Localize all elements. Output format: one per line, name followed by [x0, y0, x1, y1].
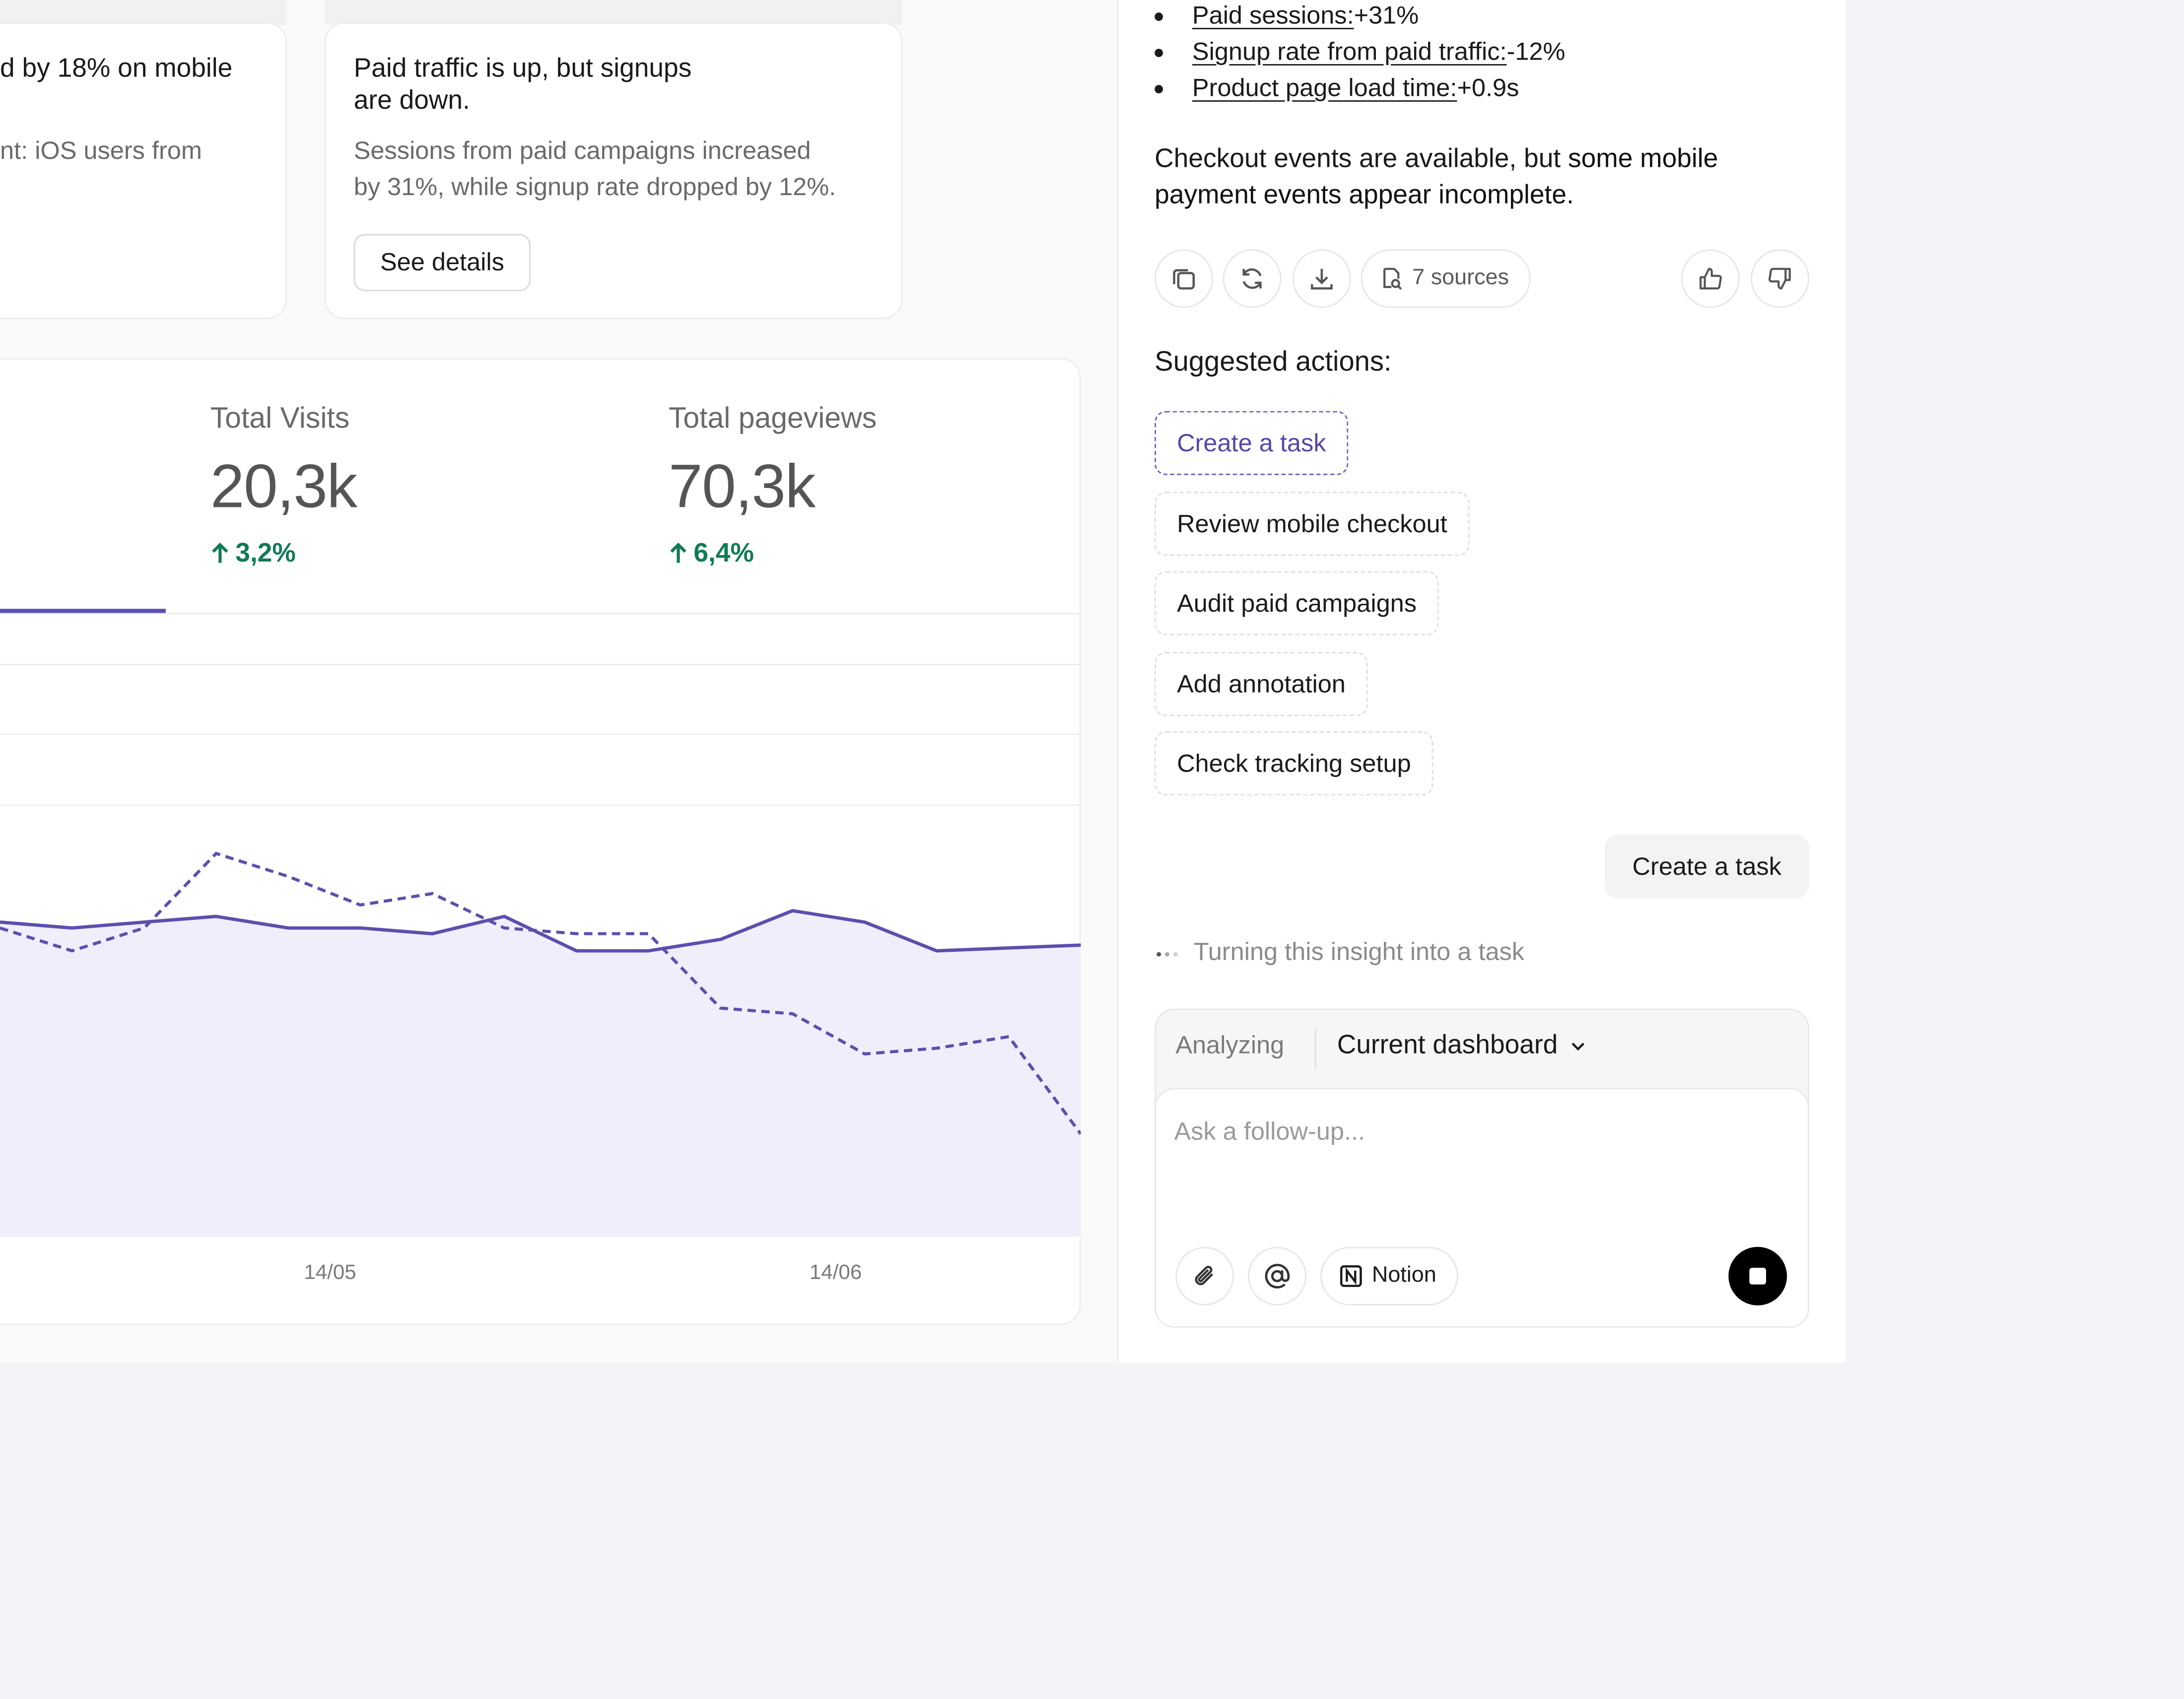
- thumbs-down-icon: [1768, 268, 1791, 289]
- bullet-key-text: Product page load time:: [1192, 73, 1457, 102]
- sources-button[interactable]: 7 sources: [1361, 249, 1531, 308]
- attach-button[interactable]: [1175, 1247, 1234, 1306]
- response-paragraph: Checkout events are available, but some …: [1155, 142, 1809, 214]
- para-emphasis: some mobile payment events appear incomp…: [1155, 144, 1718, 211]
- metric-change-value: 3,2%: [235, 539, 296, 568]
- see-details-button[interactable]: See details: [353, 234, 531, 291]
- suggested-actions-heading: Suggested actions:: [1155, 347, 1392, 378]
- bullet-dot: [1155, 12, 1163, 21]
- insight-title: d by 18% on mobile: [0, 54, 233, 84]
- bullet-key-text: Paid sessions:: [1192, 1, 1354, 29]
- bullet-key[interactable]: Signup rate from paid traffic: -12%: [1192, 36, 1566, 67]
- x-tick-label: 14/06: [809, 1261, 862, 1285]
- metric-label: Total Visits: [210, 402, 350, 435]
- notion-label: Notion: [1371, 1264, 1436, 1287]
- notion-button[interactable]: Notion: [1320, 1247, 1458, 1306]
- metric-value: 20,3k: [210, 452, 357, 521]
- active-tab-indicator: [0, 609, 166, 613]
- insight-text: by 31%, while signup rate dropped by 12%…: [353, 172, 836, 201]
- typing-indicator-icon: [1157, 952, 1178, 957]
- action-chip-check-tracking[interactable]: Check tracking setup: [1155, 731, 1433, 796]
- line-chart: [0, 664, 1081, 1237]
- metric-change-value: 6,4%: [693, 539, 754, 568]
- copy-icon: [1173, 269, 1195, 290]
- bullet-value: +31%: [1354, 1, 1419, 29]
- bullet-key[interactable]: Product page load time: +0.9s: [1192, 72, 1519, 103]
- thumbs-up-icon: [1700, 268, 1722, 289]
- series-line-dashed: [0, 851, 1081, 1135]
- mention-button[interactable]: [1248, 1247, 1307, 1306]
- bullet-key[interactable]: Paid sessions: +31%: [1192, 0, 1419, 31]
- action-chip-add-annotation[interactable]: Add annotation: [1155, 652, 1368, 716]
- stop-icon: [1749, 1268, 1767, 1285]
- status-text: Turning this insight into a task: [1193, 937, 1525, 966]
- follow-up-input[interactable]: [1174, 1110, 1787, 1152]
- bullet-dot: [1155, 85, 1163, 94]
- at-sign-icon: [1265, 1264, 1290, 1289]
- copy-button[interactable]: [1155, 249, 1214, 308]
- metric-change: 6,4%: [669, 539, 754, 570]
- series-line-solid: [0, 909, 1081, 953]
- stop-button[interactable]: [1728, 1247, 1787, 1306]
- metric-label: Total pageviews: [668, 402, 877, 435]
- regenerate-button[interactable]: [1223, 249, 1282, 308]
- bullet-key-text: Signup rate from paid traffic:: [1192, 37, 1507, 66]
- card-header-strip: [0, 0, 287, 25]
- insight-title: are down.: [353, 86, 470, 116]
- thumbs-up-button[interactable]: [1681, 249, 1740, 308]
- thumbs-down-button[interactable]: [1751, 249, 1809, 308]
- tab-divider: [0, 613, 1081, 615]
- insight-text: Sessions from paid campaigns increased: [353, 136, 811, 165]
- notion-icon: [1340, 1265, 1362, 1287]
- area-fill: [0, 911, 1081, 1237]
- action-chip-audit-campaigns[interactable]: Audit paid campaigns: [1155, 571, 1439, 636]
- x-tick-label: 14/05: [304, 1261, 356, 1285]
- bullet-value: -12%: [1506, 37, 1566, 66]
- panel-divider: [1117, 0, 1119, 1363]
- download-icon: [1311, 269, 1333, 290]
- arrow-up-icon: [212, 542, 228, 563]
- action-chip-review-checkout[interactable]: Review mobile checkout: [1155, 492, 1470, 556]
- context-selector-value: Current dashboard: [1337, 1031, 1558, 1061]
- action-chip-create-task[interactable]: Create a task: [1155, 411, 1349, 475]
- arrow-up-icon: [670, 542, 686, 563]
- composer-separator: [1314, 1029, 1316, 1069]
- bullet-value: +0.9s: [1457, 73, 1519, 102]
- context-selector[interactable]: Current dashboard: [1337, 1031, 1588, 1062]
- chevron-down-icon: [1572, 1043, 1585, 1051]
- sources-icon: [1383, 268, 1402, 290]
- download-button[interactable]: [1292, 249, 1351, 308]
- analyzing-label: Analyzing: [1175, 1031, 1285, 1059]
- paperclip-icon: [1195, 1266, 1213, 1285]
- para-text: Checkout events are available, but: [1155, 144, 1568, 174]
- insight-text: nt: iOS users from: [0, 136, 203, 165]
- bullet-dot: [1155, 49, 1163, 58]
- metric-change: 3,2%: [210, 539, 296, 570]
- card-header-strip: [324, 0, 903, 25]
- insight-card: [0, 22, 287, 319]
- insight-title: Paid traffic is up, but signups: [353, 54, 692, 84]
- metric-value: 70,3k: [668, 452, 816, 521]
- user-message: Create a task: [1604, 834, 1809, 899]
- refresh-icon: [1242, 268, 1262, 289]
- sources-count: 7 sources: [1412, 266, 1509, 290]
